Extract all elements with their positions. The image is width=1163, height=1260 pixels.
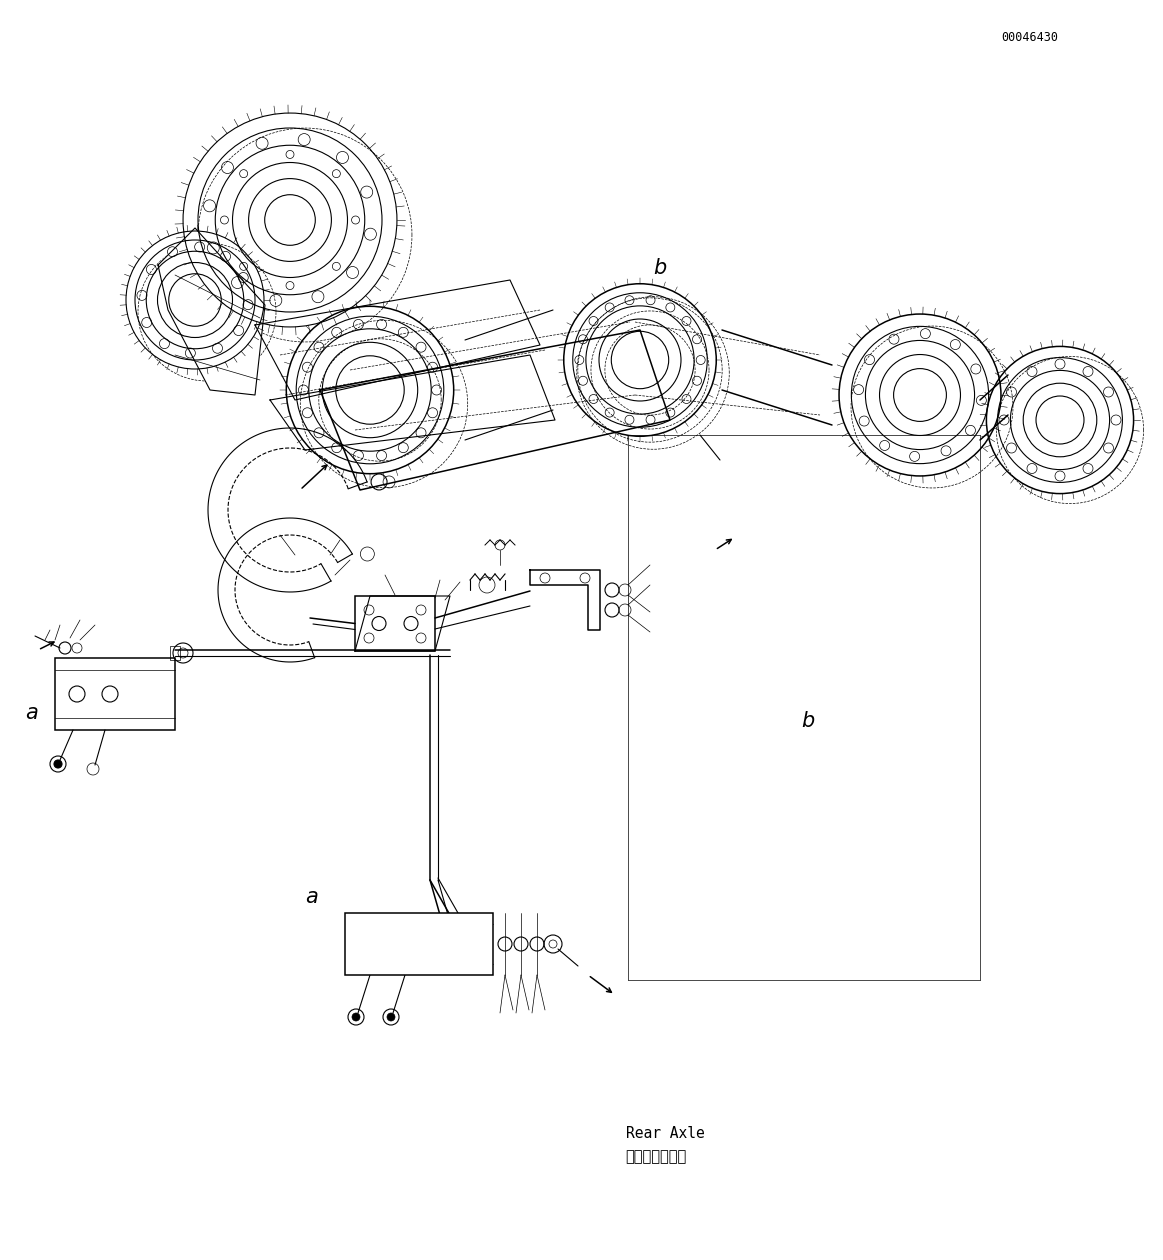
Text: b: b [652,258,666,278]
Polygon shape [255,280,540,399]
Text: Rear Axle: Rear Axle [626,1126,705,1142]
Text: a: a [26,703,37,723]
Bar [355,596,435,651]
Polygon shape [530,570,600,630]
Bar [170,646,180,660]
Circle shape [371,940,379,948]
Circle shape [352,1013,361,1021]
Polygon shape [355,596,450,651]
Text: a: a [306,887,317,907]
Bar [55,658,174,730]
Bar [345,914,493,975]
Text: リヤーアクスル: リヤーアクスル [626,1149,687,1164]
Polygon shape [320,330,670,490]
Circle shape [387,1013,395,1021]
Text: b: b [801,711,815,731]
Polygon shape [158,228,265,394]
Circle shape [53,760,62,769]
Polygon shape [270,355,555,450]
Text: 00046430: 00046430 [1000,32,1058,44]
